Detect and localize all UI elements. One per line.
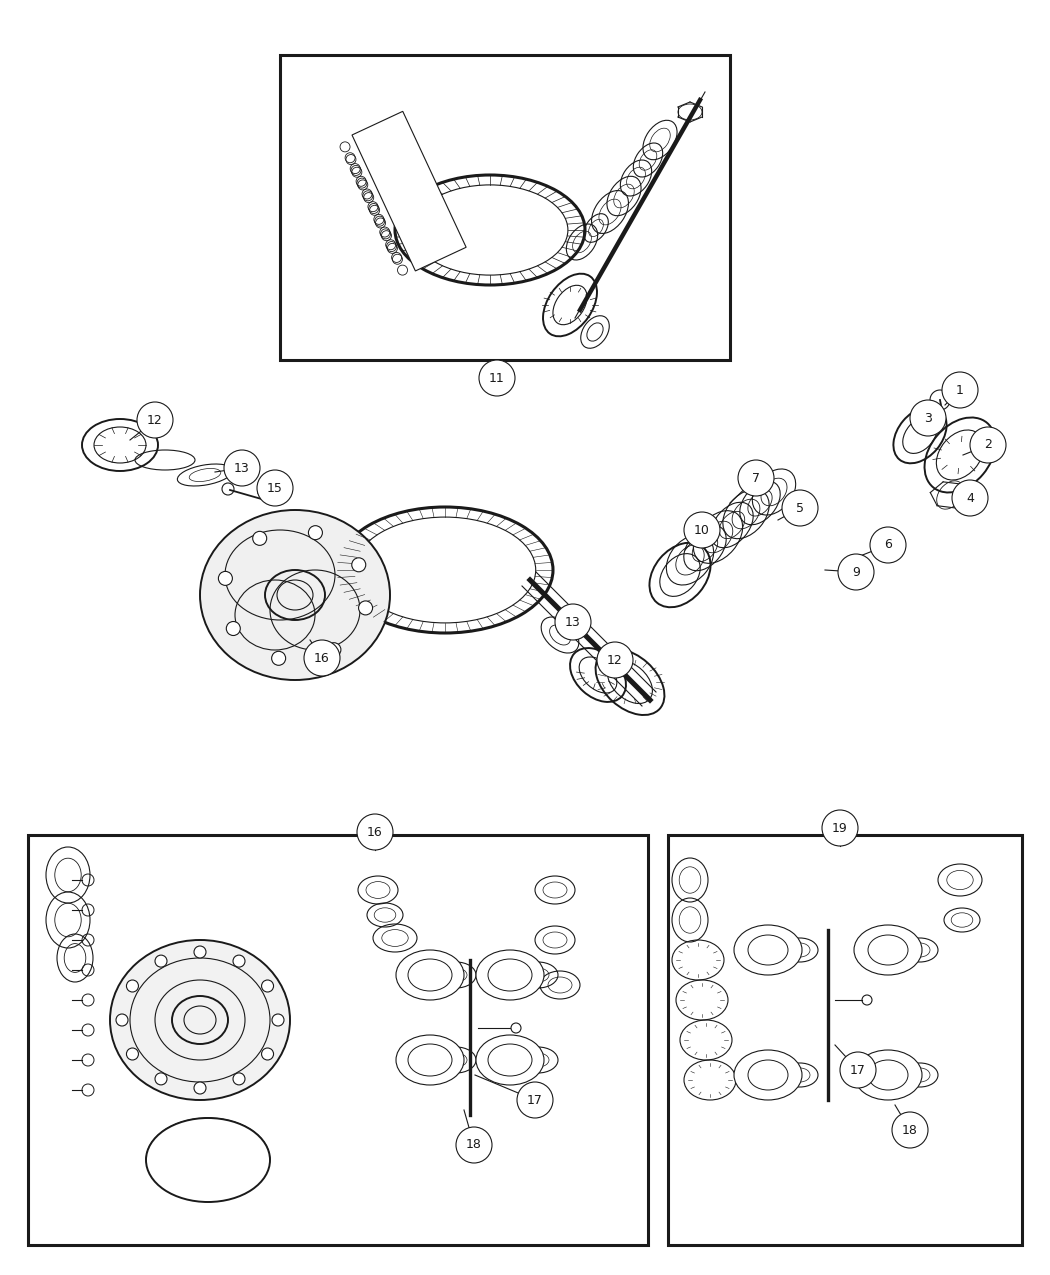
Circle shape [261, 1048, 274, 1060]
Text: 16: 16 [368, 825, 383, 839]
Text: 2: 2 [984, 439, 992, 451]
Text: 17: 17 [527, 1094, 543, 1107]
Circle shape [272, 652, 286, 666]
Circle shape [942, 372, 978, 408]
Circle shape [838, 555, 874, 590]
Ellipse shape [110, 940, 290, 1100]
Text: 10: 10 [694, 524, 710, 537]
Text: 12: 12 [147, 413, 163, 427]
Circle shape [822, 810, 858, 847]
Circle shape [479, 360, 514, 397]
Circle shape [327, 643, 341, 657]
Circle shape [910, 400, 946, 436]
Text: 6: 6 [884, 538, 891, 552]
Circle shape [233, 1072, 245, 1085]
Circle shape [952, 479, 988, 516]
Circle shape [126, 1048, 139, 1060]
Text: 18: 18 [466, 1139, 482, 1151]
Circle shape [116, 1014, 128, 1026]
Circle shape [126, 980, 139, 992]
Circle shape [233, 955, 245, 968]
Circle shape [194, 1082, 206, 1094]
Text: 19: 19 [832, 821, 848, 835]
Circle shape [970, 427, 1006, 463]
Ellipse shape [734, 924, 802, 975]
Circle shape [357, 813, 393, 850]
Text: 18: 18 [902, 1123, 918, 1136]
Circle shape [155, 955, 167, 968]
Circle shape [840, 1052, 876, 1088]
Text: 13: 13 [234, 462, 250, 474]
Circle shape [456, 1127, 492, 1163]
Ellipse shape [854, 924, 922, 975]
Circle shape [155, 1072, 167, 1085]
Text: 15: 15 [267, 482, 282, 495]
Bar [668, 835, 1022, 1244]
Circle shape [309, 525, 322, 539]
Ellipse shape [476, 950, 544, 1000]
Circle shape [261, 980, 274, 992]
Circle shape [870, 527, 906, 564]
Ellipse shape [200, 510, 390, 680]
Text: 1: 1 [957, 384, 964, 397]
Circle shape [194, 946, 206, 958]
Circle shape [227, 621, 240, 635]
Text: 4: 4 [966, 491, 974, 505]
Text: 9: 9 [852, 566, 860, 579]
Text: 12: 12 [607, 654, 623, 667]
Circle shape [257, 470, 293, 506]
Text: 16: 16 [314, 652, 330, 664]
Circle shape [597, 643, 633, 678]
Ellipse shape [476, 1035, 544, 1085]
Bar [280, 55, 730, 360]
Ellipse shape [396, 950, 464, 1000]
Circle shape [738, 460, 774, 496]
Text: 5: 5 [796, 501, 804, 515]
Text: 7: 7 [752, 472, 760, 484]
Circle shape [218, 571, 232, 585]
Text: 3: 3 [924, 412, 932, 425]
Circle shape [555, 604, 591, 640]
Circle shape [782, 490, 818, 527]
Circle shape [224, 450, 260, 486]
Text: 17: 17 [850, 1063, 866, 1076]
Circle shape [517, 1082, 553, 1118]
Circle shape [892, 1112, 928, 1148]
Bar [352, 111, 466, 272]
Circle shape [684, 513, 720, 548]
Text: 11: 11 [489, 371, 505, 385]
Bar [28, 835, 648, 1244]
Circle shape [136, 402, 173, 439]
Ellipse shape [734, 1051, 802, 1100]
Circle shape [358, 601, 373, 615]
Text: 13: 13 [565, 616, 581, 629]
Ellipse shape [854, 1051, 922, 1100]
Circle shape [352, 557, 365, 571]
Circle shape [304, 640, 340, 676]
Ellipse shape [396, 1035, 464, 1085]
Circle shape [272, 1014, 284, 1026]
Circle shape [253, 532, 267, 546]
Ellipse shape [146, 1118, 270, 1202]
